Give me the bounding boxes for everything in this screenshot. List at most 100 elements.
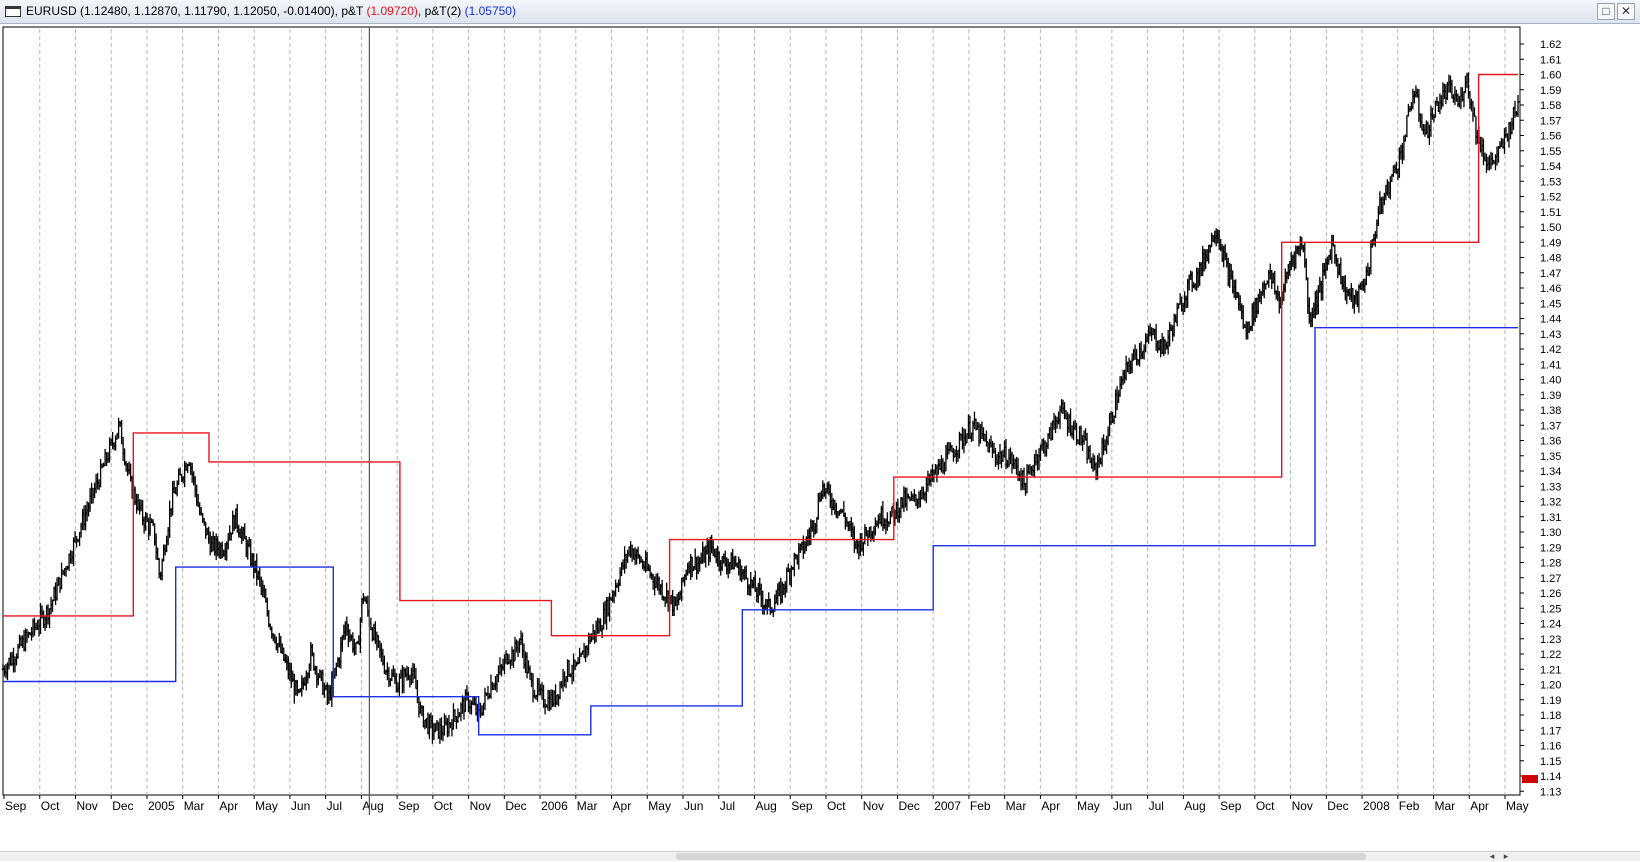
chart-area[interactable]: Sep Oct Nov Dec 2005 Mar Apr May Jun Jul Aug Sep Oct…: [0, 25, 1640, 861]
resistance-step-line: [3, 73, 1518, 637]
price-label: 1.24: [1540, 619, 1561, 631]
price-label: 1.53: [1540, 176, 1561, 188]
time-label: Aug: [756, 799, 777, 813]
price-label: 1.27: [1540, 573, 1561, 585]
price-label: 1.13: [1540, 786, 1561, 798]
time-label: Oct: [1256, 799, 1275, 813]
time-label: Oct: [434, 799, 453, 813]
time-label: Apr: [1470, 799, 1489, 813]
scroll-thumb[interactable]: [676, 853, 1366, 860]
time-label: Jul: [720, 799, 735, 813]
price-label: 1.44: [1540, 314, 1561, 326]
indicator1-name: p&T: [341, 4, 364, 18]
price-label: 1.17: [1540, 725, 1561, 737]
time-label: May: [255, 799, 278, 813]
price-label: 1.56: [1540, 131, 1561, 143]
price-label: 1.55: [1540, 146, 1561, 158]
price-label: 1.23: [1540, 634, 1561, 646]
chart-titlebar: EURUSD (1.12480, 1.12870, 1.11790, 1.120…: [0, 0, 1640, 24]
price-label: 1.38: [1540, 405, 1561, 417]
price-label: 1.62: [1540, 39, 1561, 51]
indicator2-name: p&T(2): [424, 4, 462, 18]
price-label: 1.16: [1540, 741, 1561, 753]
time-label: Aug: [1184, 799, 1205, 813]
price-label: 1.31: [1540, 512, 1561, 524]
price-label: 1.52: [1540, 192, 1561, 204]
price-label: 1.32: [1540, 497, 1561, 509]
time-label: Nov: [863, 799, 884, 813]
price-label: 1.14: [1540, 771, 1561, 783]
ohlc-values: (1.12480, 1.12870, 1.11790, 1.12050, -0.…: [80, 4, 339, 18]
time-label: Sep: [1220, 799, 1242, 813]
time-label: 2007: [934, 799, 961, 813]
time-label: Nov: [470, 799, 491, 813]
price-label: 1.33: [1540, 481, 1561, 493]
price-label: 1.21: [1540, 664, 1561, 676]
time-label: Sep: [398, 799, 420, 813]
time-label: Oct: [827, 799, 846, 813]
price-label: 1.41: [1540, 359, 1561, 371]
time-label: Apr: [219, 799, 238, 813]
support-step-line: [3, 327, 1518, 736]
price-label: 1.47: [1540, 268, 1561, 280]
price-label: 1.18: [1540, 710, 1561, 722]
time-label: Jun: [684, 799, 703, 813]
time-label: Mar: [184, 799, 205, 813]
price-label: 1.30: [1540, 527, 1561, 539]
symbol-label: EURUSD: [26, 4, 77, 18]
price-label: 1.19: [1540, 695, 1561, 707]
price-label: 1.26: [1540, 588, 1561, 600]
price-label: 1.15: [1540, 756, 1561, 768]
time-label: Nov: [76, 799, 97, 813]
price-chart[interactable]: Sep Oct Nov Dec 2005 Mar Apr May Jun Jul Aug Sep Oct…: [0, 25, 1640, 851]
time-label: Aug: [362, 799, 383, 813]
price-label: 1.35: [1540, 451, 1561, 463]
chart-title: EURUSD (1.12480, 1.12870, 1.11790, 1.120…: [26, 4, 516, 18]
price-label: 1.40: [1540, 375, 1561, 387]
time-label: Mar: [1006, 799, 1027, 813]
time-label: Nov: [1292, 799, 1313, 813]
time-label: Mar: [1435, 799, 1456, 813]
price-label: 1.29: [1540, 542, 1561, 554]
price-label: 1.48: [1540, 253, 1561, 265]
indicator2-value: (1.05750): [464, 4, 516, 18]
time-label: Dec: [112, 799, 133, 813]
price-label: 1.57: [1540, 115, 1561, 127]
time-label: Jul: [1149, 799, 1164, 813]
time-label: Dec: [505, 799, 526, 813]
time-label: Dec: [1327, 799, 1348, 813]
price-label: 1.28: [1540, 558, 1561, 570]
price-bars: [1, 72, 1520, 744]
price-label: 1.34: [1540, 466, 1561, 478]
scroll-right-icon[interactable]: ▸: [1503, 851, 1509, 861]
price-label: 1.37: [1540, 420, 1561, 432]
plot-border: [2, 26, 1521, 796]
price-label: 1.22: [1540, 649, 1561, 661]
time-label: Jun: [291, 799, 310, 813]
time-label: Jul: [327, 799, 342, 813]
price-label: 1.39: [1540, 390, 1561, 402]
time-label: 2005: [148, 799, 175, 813]
price-label: 1.54: [1540, 161, 1561, 173]
time-label: Apr: [1041, 799, 1060, 813]
time-label: Dec: [898, 799, 919, 813]
time-label: 2006: [541, 799, 568, 813]
price-bar: [1516, 95, 1520, 117]
time-label: May: [648, 799, 671, 813]
price-label: 1.46: [1540, 283, 1561, 295]
price-label: 1.51: [1540, 207, 1561, 219]
price-label: 1.43: [1540, 329, 1561, 341]
time-label: Mar: [577, 799, 598, 813]
time-label: Jun: [1113, 799, 1132, 813]
scroll-left-icon[interactable]: ◂: [1489, 851, 1495, 861]
time-label: Sep: [5, 799, 27, 813]
time-label: Apr: [613, 799, 632, 813]
price-label: 1.36: [1540, 436, 1561, 448]
time-label: Oct: [41, 799, 60, 813]
price-label: 1.49: [1540, 237, 1561, 249]
maximize-icon[interactable]: □: [1597, 3, 1615, 20]
indicator1-value: (1.09720): [366, 4, 418, 18]
price-label: 1.61: [1540, 54, 1561, 66]
horizontal-scrollbar[interactable]: ◂ ▸: [0, 851, 1640, 861]
close-icon[interactable]: ✕: [1617, 3, 1635, 20]
